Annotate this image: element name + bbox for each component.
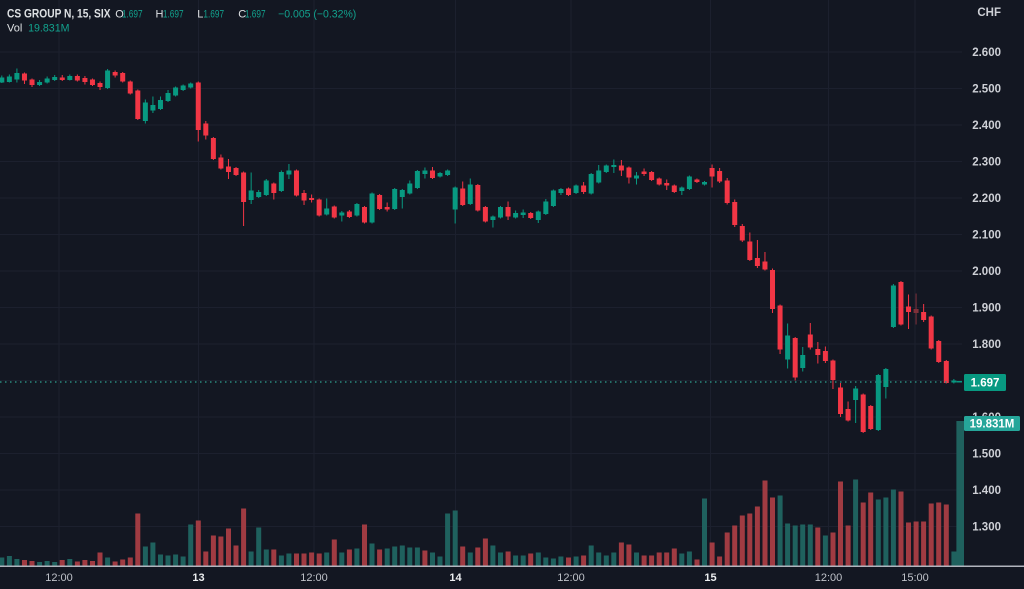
svg-text:2.100: 2.100 [972, 230, 1001, 242]
svg-text:1.900: 1.900 [972, 303, 1001, 315]
svg-text:2.200: 2.200 [972, 193, 1001, 205]
svg-text:Vol: Vol [7, 23, 22, 35]
svg-text:1.697: 1.697 [163, 9, 184, 21]
svg-text:H: H [156, 9, 164, 21]
svg-text:12:00: 12:00 [300, 572, 328, 584]
svg-text:1.800: 1.800 [972, 339, 1001, 351]
svg-text:12:00: 12:00 [815, 572, 843, 584]
svg-text:CS GROUP N, 15, SIX: CS GROUP N, 15, SIX [7, 9, 111, 21]
svg-text:1.500: 1.500 [972, 449, 1001, 461]
svg-text:2.000: 2.000 [972, 266, 1001, 278]
svg-text:1.697: 1.697 [245, 9, 266, 21]
svg-text:19.831M: 19.831M [28, 23, 69, 35]
svg-text:CHF: CHF [977, 7, 1001, 19]
svg-text:12:00: 12:00 [45, 572, 73, 584]
svg-text:O: O [115, 9, 124, 21]
svg-text:1.400: 1.400 [972, 485, 1001, 497]
svg-text:1.697: 1.697 [203, 9, 224, 21]
svg-text:13: 13 [192, 572, 204, 584]
svg-text:1.697: 1.697 [122, 9, 143, 21]
svg-text:2.600: 2.600 [972, 47, 1001, 59]
svg-text:2.300: 2.300 [972, 157, 1001, 169]
svg-text:15: 15 [704, 572, 716, 584]
svg-text:1.697: 1.697 [971, 378, 1000, 390]
svg-text:12:00: 12:00 [557, 572, 585, 584]
svg-text:−0.005 (−0.32%): −0.005 (−0.32%) [278, 9, 356, 21]
svg-text:15:00: 15:00 [901, 572, 929, 584]
svg-text:L: L [197, 9, 203, 21]
svg-text:C: C [238, 9, 246, 21]
svg-text:19.831M: 19.831M [970, 419, 1015, 431]
svg-text:14: 14 [449, 572, 462, 584]
svg-text:2.500: 2.500 [972, 84, 1001, 96]
svg-text:2.400: 2.400 [972, 120, 1001, 132]
svg-text:1.300: 1.300 [972, 522, 1001, 534]
